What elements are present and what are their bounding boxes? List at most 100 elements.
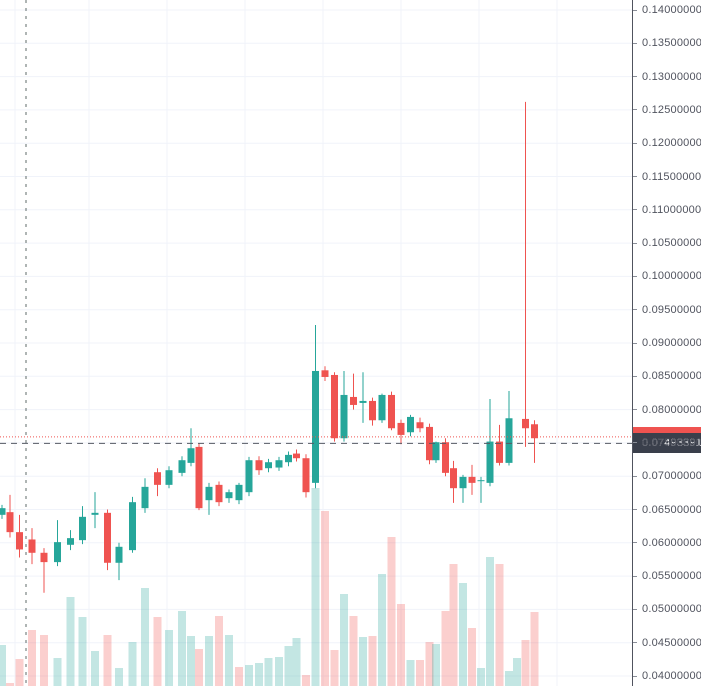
candle-up [0,508,6,515]
price-axis-tick [633,475,637,477]
candle-down [195,446,203,509]
volume-bar [397,604,405,686]
price-axis-tick [633,9,637,11]
volume-bar [486,557,494,686]
price-tick-label: 0.12500000 [642,103,701,116]
candle-up [359,400,367,403]
candle-down [416,422,424,429]
price-axis-tick [633,309,637,311]
volume-bar [330,650,339,686]
candle-down [496,441,503,463]
price-tick-label: 0.10000000 [642,270,701,283]
price-axis[interactable]: 0.07493391 0.14000000 0.13500000 0.1300000… [632,0,701,686]
price-tick-label: 0.13500000 [642,37,701,50]
price-tick-label: 0.08500000 [642,370,701,383]
candle-down [397,422,405,435]
price-axis-tick [633,608,637,610]
volume-bar [103,635,112,686]
price-tick-label: 0.13000000 [642,70,701,83]
candle-down [522,418,529,429]
candle-down [468,476,476,483]
candle-down [321,370,329,377]
volume-bar [66,597,75,686]
candle-down [293,453,300,459]
candle-down [28,539,36,553]
volume-bar [340,594,348,686]
volume-bar [141,588,149,686]
volume-bar [275,657,283,686]
candle-down [16,532,23,550]
candle-up [91,512,99,515]
volume-bar [78,617,87,686]
volume-bar [187,636,195,686]
volume-bar [425,642,434,686]
price-axis-tick [633,375,637,377]
price-tick-label: 0.05000000 [642,603,701,616]
candle-up [407,416,414,433]
candle-up [265,462,272,469]
candle-down [215,484,223,503]
volume-bar [302,675,310,686]
candle-up [129,502,136,551]
candle-up [285,454,292,463]
current-price-value: 0.07493391 [642,437,701,450]
volume-bar [15,659,24,686]
volume-bar [530,612,539,686]
volume-bar [91,651,99,686]
candle-down [6,512,14,533]
candle-up [225,492,233,499]
candle-up [187,448,195,463]
candle-down [442,442,449,473]
candle-down [302,458,310,493]
volume-bar [468,628,476,686]
candle-down [40,552,48,563]
candle-down [531,424,538,439]
price-axis-tick [633,176,637,177]
volume-bar [215,616,223,686]
candle-up [79,516,86,541]
price-axis-tick [633,242,637,244]
candle-up [245,460,253,493]
candle-up [205,486,213,501]
price-axis-tick [633,42,637,44]
volume-bar [416,660,424,686]
candle-down [331,374,338,439]
price-axis-tick [633,442,637,444]
volume-bar [40,635,48,686]
volume-bar [359,637,367,686]
volume-bar [235,667,243,686]
volume-bar [284,646,293,686]
price-axis-tick [633,542,637,544]
price-axis-tick [633,575,637,577]
volume-bar [255,663,263,686]
candle-down [369,400,376,421]
volume-bar [495,564,504,686]
volume-bar [477,668,485,686]
candle-down [104,512,111,563]
price-tick-label: 0.04000000 [642,670,701,682]
volume-bar [195,649,203,686]
price-tick-label: 0.11500000 [642,170,701,183]
candle-up [115,546,123,563]
price-tick-label: 0.06500000 [642,503,701,516]
volume-bar [128,642,137,686]
volume-bar [513,658,521,686]
volume-bar [321,511,329,686]
price-axis-tick [633,275,637,277]
candle-up [54,542,61,563]
volume-bar [505,671,513,686]
price-axis-tick [633,675,637,677]
current-price-label: 0.07493391 [633,433,701,454]
price-axis-tick [633,209,637,211]
volume-bar [28,630,36,686]
candle-up [141,486,149,509]
candle-up [165,470,173,485]
volume-bar [205,636,213,686]
price-tick-label: 0.05500000 [642,570,701,583]
volume-bar [311,488,320,686]
price-tick-label: 0.11000000 [642,203,701,216]
volume-bar [0,645,6,686]
price-axis-tick [633,76,637,78]
